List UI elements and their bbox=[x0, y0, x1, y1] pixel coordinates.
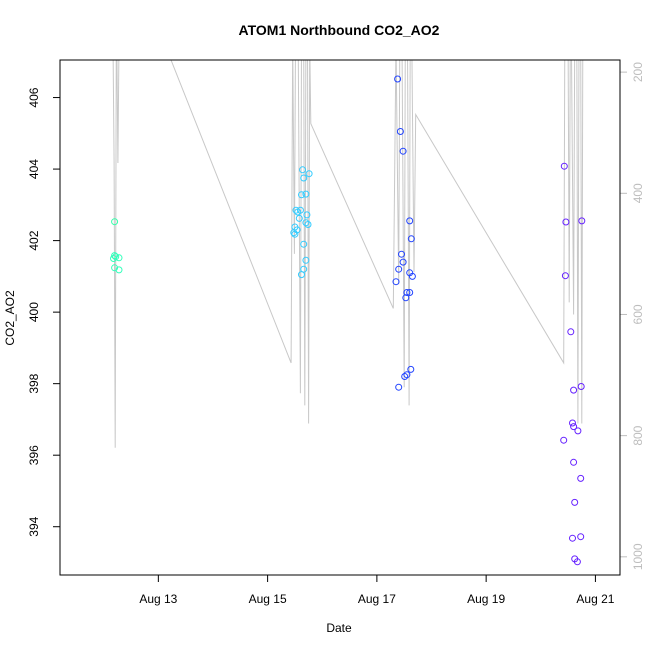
data-point bbox=[578, 217, 586, 225]
data-point bbox=[560, 436, 568, 444]
data-point bbox=[300, 174, 308, 182]
data-point bbox=[561, 272, 569, 280]
x-tick-label: Aug 13 bbox=[139, 592, 177, 606]
pressure-line bbox=[112, 60, 584, 448]
data-point bbox=[569, 419, 576, 427]
data-point bbox=[392, 278, 400, 286]
right-tick-label: 1000 bbox=[631, 543, 645, 570]
data-point bbox=[399, 147, 407, 155]
data-point bbox=[574, 427, 582, 435]
data-point bbox=[299, 166, 307, 174]
data-point bbox=[395, 265, 403, 273]
data-point bbox=[569, 534, 576, 542]
data-point bbox=[305, 170, 313, 178]
data-point bbox=[399, 258, 407, 266]
data-point bbox=[402, 294, 410, 302]
data-point bbox=[396, 128, 404, 135]
data-point bbox=[111, 264, 119, 272]
y-tick-label: 402 bbox=[27, 230, 41, 250]
data-point bbox=[302, 219, 310, 227]
data-point bbox=[111, 252, 119, 260]
data-point bbox=[570, 423, 578, 431]
data-point bbox=[293, 226, 301, 234]
plot-frame bbox=[59, 59, 621, 576]
data-point bbox=[406, 289, 414, 296]
data-point bbox=[304, 221, 312, 228]
data-point bbox=[112, 253, 120, 261]
right-tick-label: 600 bbox=[631, 304, 645, 324]
data-point bbox=[296, 206, 304, 214]
data-point bbox=[298, 191, 305, 199]
data-point bbox=[394, 75, 402, 83]
data-point bbox=[292, 206, 300, 214]
data-point bbox=[111, 218, 119, 226]
x-tick-label: Aug 17 bbox=[358, 592, 396, 606]
data-point bbox=[115, 266, 123, 274]
data-point bbox=[403, 289, 411, 296]
data-point bbox=[407, 365, 415, 373]
y-tick-label: 400 bbox=[27, 302, 41, 322]
right-tick-label: 200 bbox=[631, 62, 645, 82]
data-point bbox=[571, 498, 579, 506]
axes: Aug 13 Aug 15 Aug 17 Aug 19 Aug 21 394 396 398 4… bbox=[27, 62, 645, 606]
chart-title: ATOM1 Northbound CO2_AO2 bbox=[239, 22, 440, 38]
data-point bbox=[395, 383, 403, 391]
data-point bbox=[577, 474, 585, 482]
data-point bbox=[406, 217, 414, 225]
data-point bbox=[408, 272, 416, 280]
data-point bbox=[295, 214, 303, 222]
data-point bbox=[570, 386, 578, 394]
data-point bbox=[291, 230, 299, 238]
data-point bbox=[567, 328, 575, 336]
data-point bbox=[115, 254, 123, 262]
data-point bbox=[302, 256, 310, 264]
data-point bbox=[300, 240, 308, 248]
y-tick-label: 406 bbox=[27, 87, 41, 107]
data-point bbox=[302, 190, 310, 198]
data-point bbox=[407, 235, 415, 243]
pressure-series bbox=[112, 60, 584, 448]
data-point bbox=[577, 383, 585, 390]
y-axis-label: CO2_AO2 bbox=[3, 290, 17, 346]
data-point bbox=[577, 533, 585, 541]
x-tick-label: Aug 15 bbox=[249, 592, 287, 606]
x-tick-label: Aug 21 bbox=[576, 592, 614, 606]
right-tick-label: 800 bbox=[631, 425, 645, 445]
data-point bbox=[403, 371, 411, 379]
data-point bbox=[570, 458, 578, 466]
data-point bbox=[303, 211, 311, 219]
y-tick-label: 398 bbox=[27, 373, 41, 393]
co2-points bbox=[110, 75, 586, 566]
y-tick-label: 396 bbox=[27, 445, 41, 465]
x-tick-label: Aug 19 bbox=[467, 592, 505, 606]
data-point bbox=[398, 250, 405, 258]
data-point bbox=[298, 271, 305, 279]
data-point bbox=[401, 373, 409, 380]
right-tick-label: 400 bbox=[631, 183, 645, 203]
x-axis-label: Date bbox=[326, 621, 352, 635]
y-tick-label: 404 bbox=[27, 159, 41, 179]
data-point bbox=[562, 218, 570, 226]
data-point bbox=[560, 162, 568, 170]
y-tick-label: 394 bbox=[27, 516, 41, 536]
data-point bbox=[573, 558, 581, 566]
